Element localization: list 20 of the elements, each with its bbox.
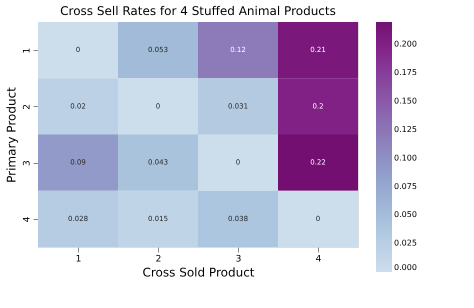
x-tick-label: 1 — [76, 254, 82, 264]
y-tick-label: 4 — [22, 216, 32, 222]
y-axis-title: Primary Product — [4, 86, 18, 183]
color-bar-label: 0.050 — [394, 210, 417, 220]
color-bar-label: 0.175 — [394, 68, 417, 78]
color-bar-label: 0.100 — [394, 153, 417, 162]
x-tick-label: 3 — [236, 254, 242, 264]
y-tick-label: 1 — [22, 48, 32, 54]
color-bar-label: 0.125 — [394, 124, 417, 134]
chart-title: Cross Sell Rates for 4 Stuffed Animal Products — [60, 4, 336, 18]
y-tick-label: 3 — [22, 160, 32, 166]
x-axis-title: Cross Sold Product — [142, 266, 255, 280]
y-tick-label: 2 — [22, 104, 32, 110]
x-tick-label: 2 — [156, 254, 162, 264]
color-bar-label: 0.025 — [394, 238, 417, 248]
color-bar-label: 0.200 — [394, 40, 417, 49]
color-bar-label: 0.000 — [394, 263, 417, 272]
color-bar-label: 0.075 — [394, 182, 417, 191]
x-tick-label: 4 — [316, 254, 322, 264]
color-bar-label: 0.150 — [394, 96, 417, 106]
